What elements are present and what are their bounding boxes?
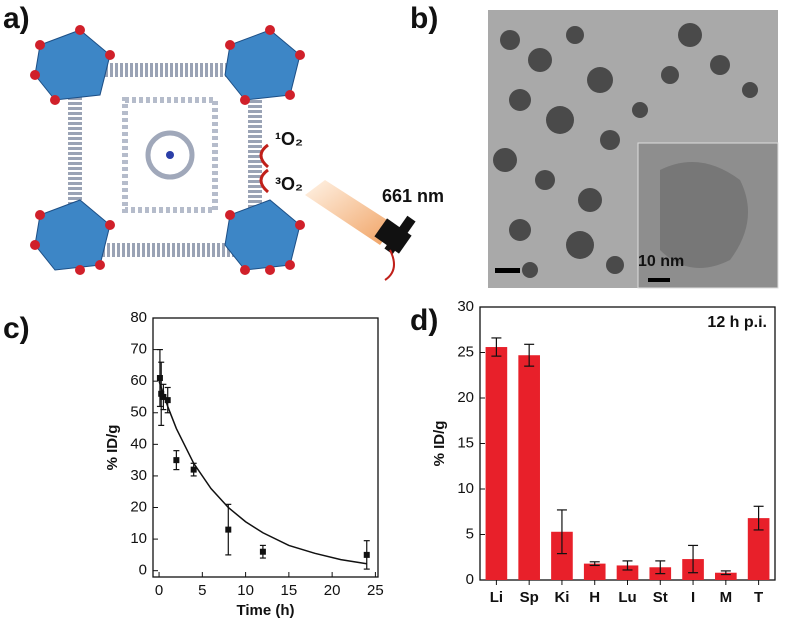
mof-structure bbox=[30, 25, 305, 275]
point bbox=[164, 397, 171, 404]
x-tick-label: 20 bbox=[324, 582, 341, 599]
bar bbox=[518, 355, 540, 580]
y-tick-label: 80 bbox=[130, 309, 147, 326]
y-tick-label: 40 bbox=[130, 435, 147, 452]
error-bar bbox=[688, 544, 699, 574]
y-axis-label: % ID/g bbox=[104, 425, 121, 471]
error-bar bbox=[622, 560, 633, 571]
y-tick-label: 20 bbox=[457, 389, 474, 406]
y-tick-label: 5 bbox=[466, 525, 474, 542]
y-tick-label: 10 bbox=[130, 530, 147, 547]
x-tick-label: H bbox=[589, 589, 600, 606]
scale-label: 10 nm bbox=[638, 253, 684, 270]
x-tick-label: 5 bbox=[198, 582, 206, 599]
x-tick-label: Sp bbox=[520, 589, 539, 606]
panel-label: a) bbox=[3, 2, 30, 35]
point bbox=[363, 551, 370, 558]
x-tick-label: 0 bbox=[155, 582, 163, 599]
bar bbox=[583, 563, 606, 580]
x-tick-label: 10 bbox=[237, 582, 254, 599]
y-tick-label: 0 bbox=[466, 571, 474, 588]
tem-image bbox=[488, 10, 779, 289]
bar bbox=[616, 565, 639, 580]
error-bar bbox=[524, 343, 535, 367]
x-tick-label: 15 bbox=[281, 582, 298, 599]
y-tick-label: 30 bbox=[457, 298, 474, 315]
error-bar bbox=[491, 337, 502, 357]
point bbox=[158, 390, 165, 397]
plot-frame bbox=[152, 317, 379, 578]
y-tick-label: 20 bbox=[130, 498, 147, 515]
point bbox=[259, 548, 266, 555]
point bbox=[190, 466, 197, 473]
x-tick-label: T bbox=[754, 589, 763, 606]
x-tick-label: 25 bbox=[367, 582, 384, 599]
x-tick-label: St bbox=[653, 589, 668, 606]
bar bbox=[747, 518, 770, 580]
panel-label: b) bbox=[410, 2, 438, 35]
x-tick-label: Lu bbox=[618, 589, 636, 606]
y-tick-label: 30 bbox=[130, 467, 147, 484]
error-bar bbox=[753, 505, 764, 531]
species-label: ¹O₂ bbox=[275, 129, 303, 149]
error-bar bbox=[589, 561, 600, 567]
y-axis-label: % ID/g bbox=[431, 421, 448, 467]
x-tick-label: I bbox=[691, 589, 695, 606]
wavelength-label: 661 nm bbox=[382, 186, 444, 206]
error-bar bbox=[655, 560, 666, 575]
x-tick-label: M bbox=[720, 589, 733, 606]
error-bar bbox=[720, 570, 731, 576]
annotation: 12 h p.i. bbox=[707, 314, 767, 331]
point bbox=[225, 526, 232, 533]
y-tick-label: 50 bbox=[130, 404, 147, 421]
species-label: ³O₂ bbox=[275, 174, 303, 194]
y-tick-label: 10 bbox=[457, 480, 474, 497]
y-tick-label: 70 bbox=[130, 341, 147, 358]
point bbox=[160, 393, 167, 400]
error-bar bbox=[556, 509, 567, 555]
panel-label: c) bbox=[3, 312, 30, 345]
y-tick-label: 25 bbox=[457, 343, 474, 360]
bar bbox=[551, 531, 573, 580]
y-tick-label: 60 bbox=[130, 372, 147, 389]
bar bbox=[485, 347, 508, 580]
point bbox=[173, 457, 180, 464]
fit-curve bbox=[158, 380, 367, 565]
bar bbox=[715, 572, 737, 580]
x-axis-label: Time (h) bbox=[236, 602, 294, 619]
x-tick-label: Li bbox=[490, 589, 503, 606]
y-tick-label: 0 bbox=[139, 562, 147, 579]
x-tick-label: Ki bbox=[554, 589, 569, 606]
light-source bbox=[305, 180, 416, 281]
panel-label: d) bbox=[410, 304, 438, 337]
y-tick-label: 15 bbox=[457, 434, 474, 451]
point bbox=[156, 375, 163, 382]
